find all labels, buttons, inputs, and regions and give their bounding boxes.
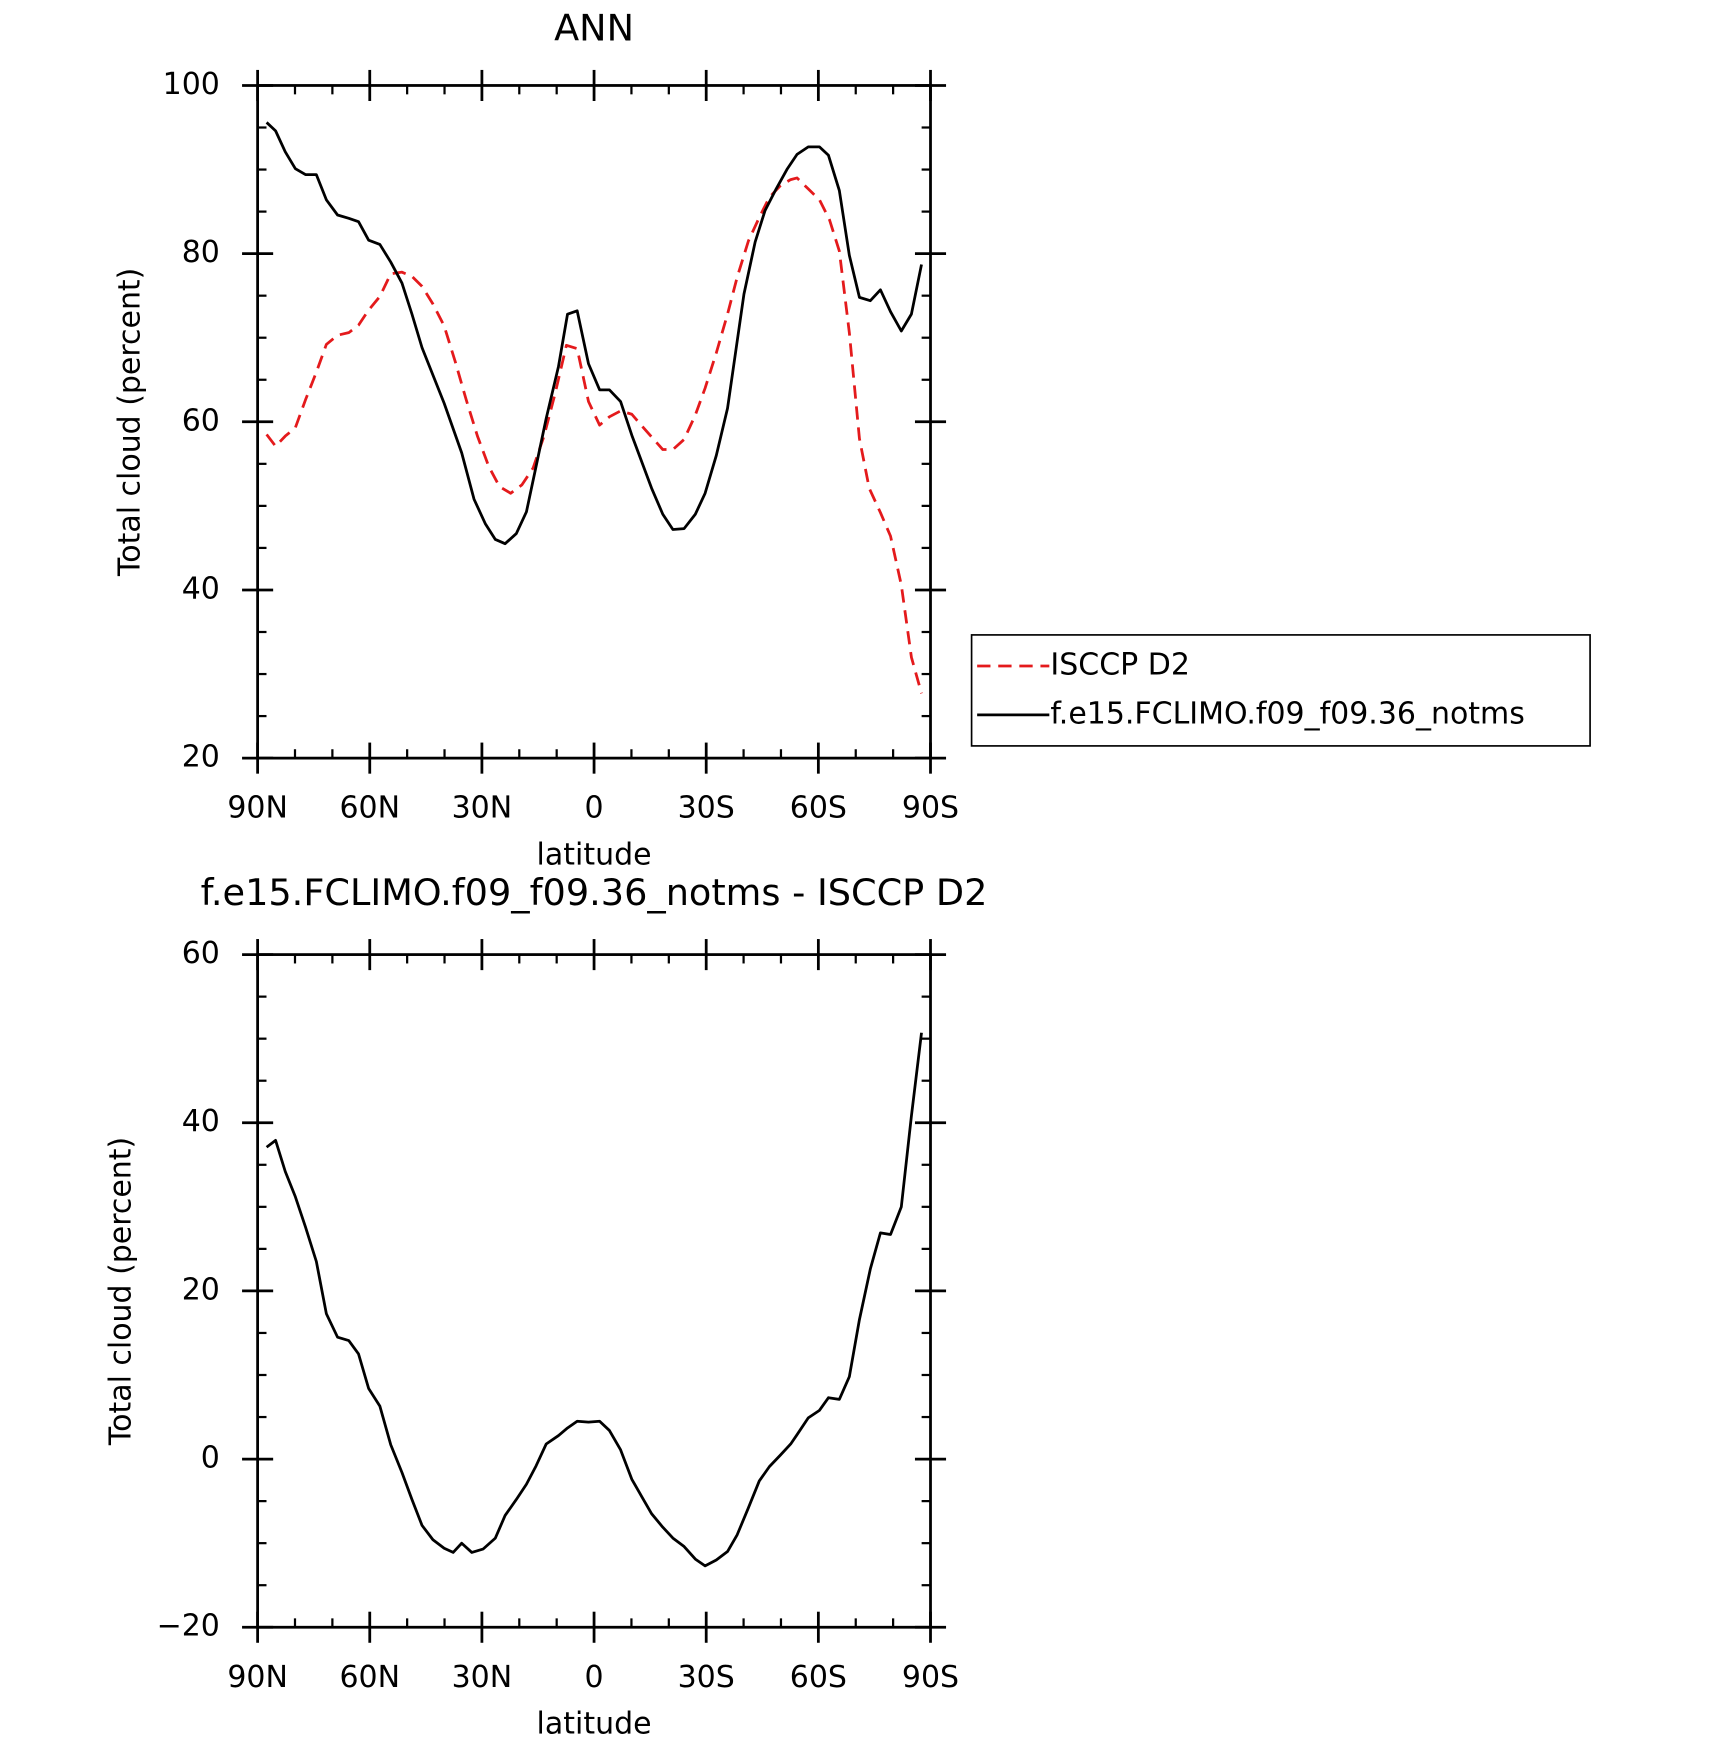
legend-box (970, 634, 1591, 747)
x-tick-label: 0 (585, 1660, 604, 1695)
y-tick-label: 60 (182, 936, 220, 971)
y-tick-label: 20 (182, 1272, 220, 1307)
x-tick-label: 60S (790, 791, 847, 826)
x-tick-label: 30S (678, 1660, 735, 1695)
x-axis-label: latitude (537, 837, 652, 872)
x-tick-label: 60N (339, 791, 400, 826)
y-axis-label: Total cloud (percent) (104, 1137, 139, 1446)
x-tick-label: 60S (790, 1660, 847, 1695)
y-tick-label: −20 (157, 1609, 220, 1644)
data-line (265, 176, 923, 694)
y-tick-label: 60 (182, 403, 220, 438)
y-tick-label: 100 (163, 67, 220, 102)
data-line (265, 1032, 923, 1568)
x-axis-label: latitude (537, 1706, 652, 1741)
chart-title: f.e15.FCLIMO.f09_f09.36_notms - ISCCP D2 (201, 871, 988, 914)
x-tick-label: 90N (227, 1660, 288, 1695)
y-axis-label: Total cloud (percent) (113, 268, 148, 577)
legend-label: f.e15.FCLIMO.f09_f09.36_notms (1050, 696, 1524, 731)
legend-label: ISCCP D2 (1050, 647, 1189, 682)
x-tick-label: 0 (585, 791, 604, 826)
y-tick-label: 40 (182, 571, 220, 606)
y-tick-label: 80 (182, 235, 220, 270)
x-tick-label: 30N (452, 791, 513, 826)
x-tick-label: 90S (902, 1660, 959, 1695)
x-tick-label: 30S (678, 791, 735, 826)
x-tick-label: 90S (902, 791, 959, 826)
x-tick-label: 60N (339, 1660, 400, 1695)
plot-frame (256, 953, 932, 1629)
y-tick-label: 0 (201, 1441, 220, 1476)
y-tick-label: 20 (182, 740, 220, 775)
x-tick-label: 30N (452, 1660, 513, 1695)
y-tick-label: 40 (182, 1104, 220, 1139)
plot-frame (256, 84, 932, 760)
x-tick-label: 90N (227, 791, 288, 826)
chart-title: ANN (554, 6, 634, 49)
data-line (265, 121, 923, 546)
